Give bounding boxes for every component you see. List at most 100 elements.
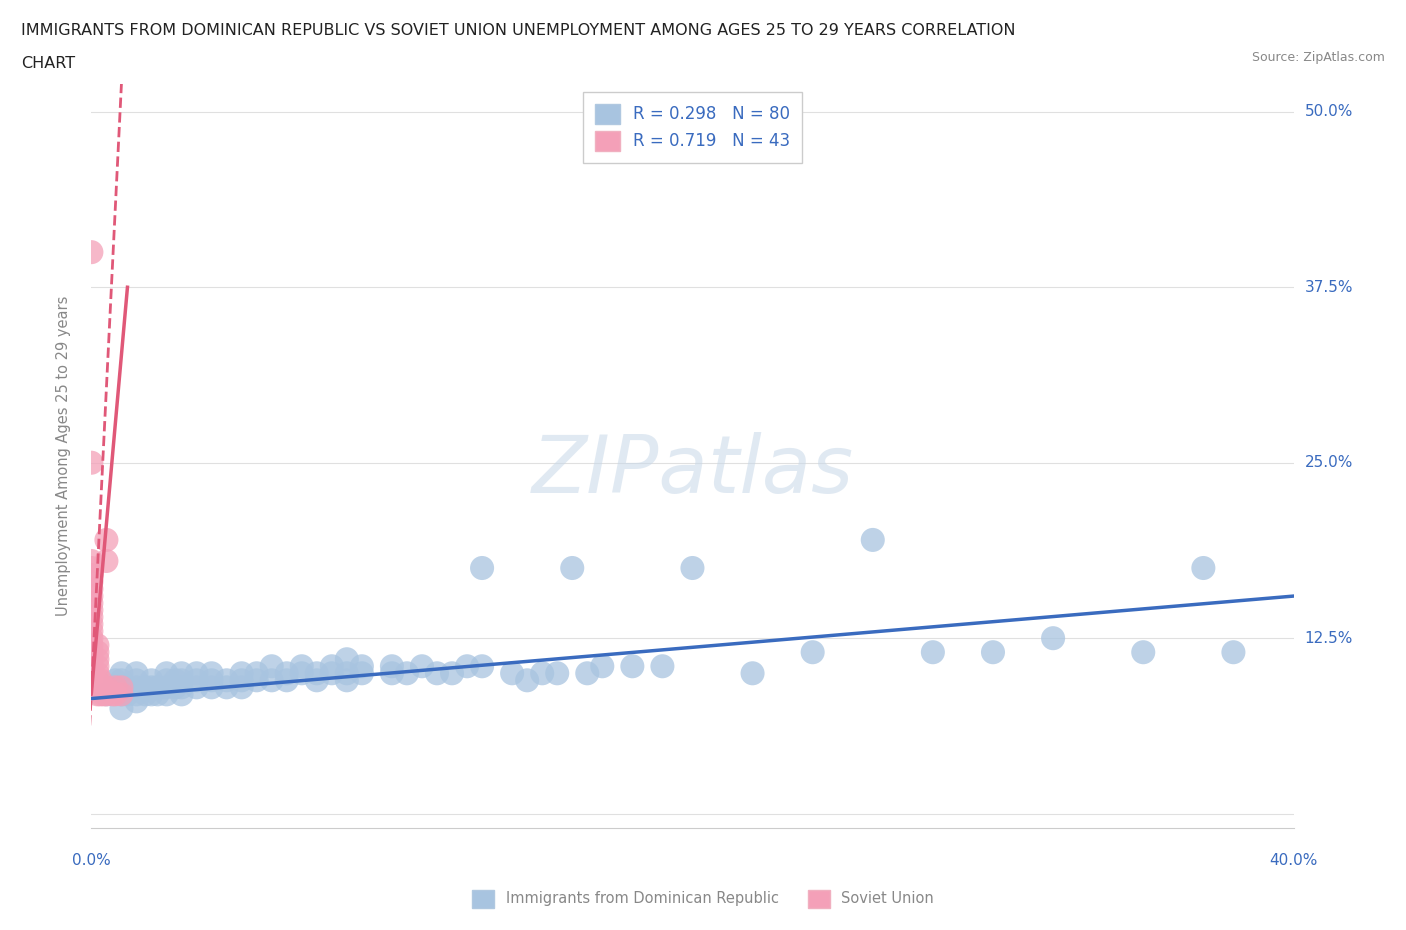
Point — [80, 658, 103, 673]
Text: 50.0%: 50.0% — [1305, 104, 1353, 119]
Point — [591, 658, 613, 673]
Point — [146, 687, 169, 702]
Point — [321, 658, 343, 673]
Point — [155, 680, 177, 695]
Point — [93, 687, 115, 702]
Point — [80, 610, 103, 625]
Point — [531, 666, 554, 681]
Point — [110, 673, 132, 688]
Point — [89, 680, 111, 695]
Point — [104, 673, 127, 688]
Point — [80, 603, 103, 618]
Point — [89, 687, 111, 702]
Point — [186, 680, 208, 695]
Point — [117, 680, 139, 695]
Point — [231, 680, 253, 695]
Point — [516, 673, 538, 688]
Point — [561, 561, 583, 576]
Text: 0.0%: 0.0% — [72, 853, 111, 868]
Point — [1192, 561, 1215, 576]
Point — [80, 624, 103, 639]
Point — [110, 666, 132, 681]
Point — [80, 644, 103, 659]
Point — [96, 687, 118, 702]
Point — [155, 666, 177, 681]
Point — [170, 666, 193, 681]
Point — [201, 673, 224, 688]
Point — [546, 666, 568, 681]
Point — [110, 680, 132, 695]
Point — [246, 673, 269, 688]
Text: 25.0%: 25.0% — [1305, 455, 1353, 471]
Point — [201, 680, 224, 695]
Point — [155, 687, 177, 702]
Point — [576, 666, 599, 681]
Point — [1042, 631, 1064, 645]
Point — [1222, 644, 1244, 659]
Point — [1132, 644, 1154, 659]
Point — [141, 680, 163, 695]
Point — [80, 638, 103, 653]
Point — [291, 666, 314, 681]
Point — [96, 687, 118, 702]
Point — [186, 673, 208, 688]
Point — [456, 658, 478, 673]
Point — [86, 673, 108, 688]
Point — [186, 666, 208, 681]
Point — [86, 658, 108, 673]
Point — [80, 456, 103, 471]
Point — [426, 666, 449, 681]
Point — [155, 673, 177, 688]
Point — [86, 680, 108, 695]
Point — [395, 666, 418, 681]
Point — [801, 644, 824, 659]
Point — [260, 658, 283, 673]
Point — [411, 658, 433, 673]
Point — [80, 561, 103, 576]
Point — [651, 658, 673, 673]
Point — [471, 658, 494, 673]
Point — [80, 595, 103, 610]
Point — [125, 673, 148, 688]
Point — [260, 673, 283, 688]
Point — [276, 673, 298, 688]
Point — [125, 687, 148, 702]
Point — [86, 687, 108, 702]
Point — [165, 680, 187, 695]
Point — [336, 652, 359, 667]
Point — [321, 666, 343, 681]
Point — [981, 644, 1004, 659]
Point — [86, 652, 108, 667]
Point — [104, 680, 127, 695]
Point — [96, 553, 118, 568]
Text: 37.5%: 37.5% — [1305, 280, 1353, 295]
Point — [110, 687, 132, 702]
Point — [231, 666, 253, 681]
Y-axis label: Unemployment Among Ages 25 to 29 years: Unemployment Among Ages 25 to 29 years — [56, 296, 70, 616]
Text: IMMIGRANTS FROM DOMINICAN REPUBLIC VS SOVIET UNION UNEMPLOYMENT AMONG AGES 25 TO: IMMIGRANTS FROM DOMINICAN REPUBLIC VS SO… — [21, 23, 1015, 38]
Point — [86, 666, 108, 681]
Point — [89, 673, 111, 688]
Point — [110, 687, 132, 702]
Point — [681, 561, 703, 576]
Point — [80, 617, 103, 631]
Point — [170, 673, 193, 688]
Point — [215, 680, 238, 695]
Text: ZIPatlas: ZIPatlas — [531, 432, 853, 510]
Point — [381, 666, 404, 681]
Point — [170, 680, 193, 695]
Point — [80, 553, 103, 568]
Point — [291, 658, 314, 673]
Point — [80, 666, 103, 681]
Point — [86, 638, 108, 653]
Point — [922, 644, 945, 659]
Point — [96, 680, 118, 695]
Point — [276, 666, 298, 681]
Point — [381, 658, 404, 673]
Point — [170, 687, 193, 702]
Point — [305, 666, 328, 681]
Point — [305, 673, 328, 688]
Point — [350, 658, 373, 673]
Point — [86, 644, 108, 659]
Point — [440, 666, 463, 681]
